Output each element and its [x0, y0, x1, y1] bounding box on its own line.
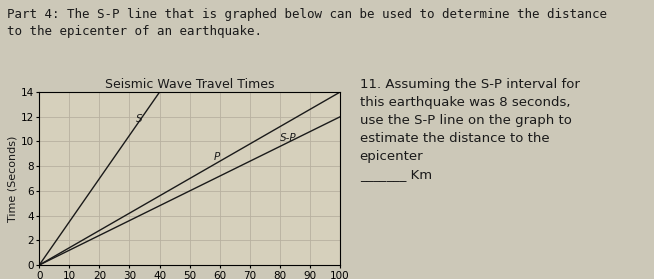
- Title: Seismic Wave Travel Times: Seismic Wave Travel Times: [105, 78, 275, 91]
- Text: P: P: [214, 152, 220, 162]
- Text: S: S: [135, 114, 142, 124]
- Y-axis label: Time (Seconds): Time (Seconds): [8, 135, 18, 222]
- Text: Part 4: The S-P line that is graphed below can be used to determine the distance: Part 4: The S-P line that is graphed bel…: [7, 8, 606, 39]
- Text: 11. Assuming the S-P interval for
this earthquake was 8 seconds,
use the S-P lin: 11. Assuming the S-P interval for this e…: [360, 78, 579, 181]
- Text: S-P: S-P: [280, 133, 296, 143]
